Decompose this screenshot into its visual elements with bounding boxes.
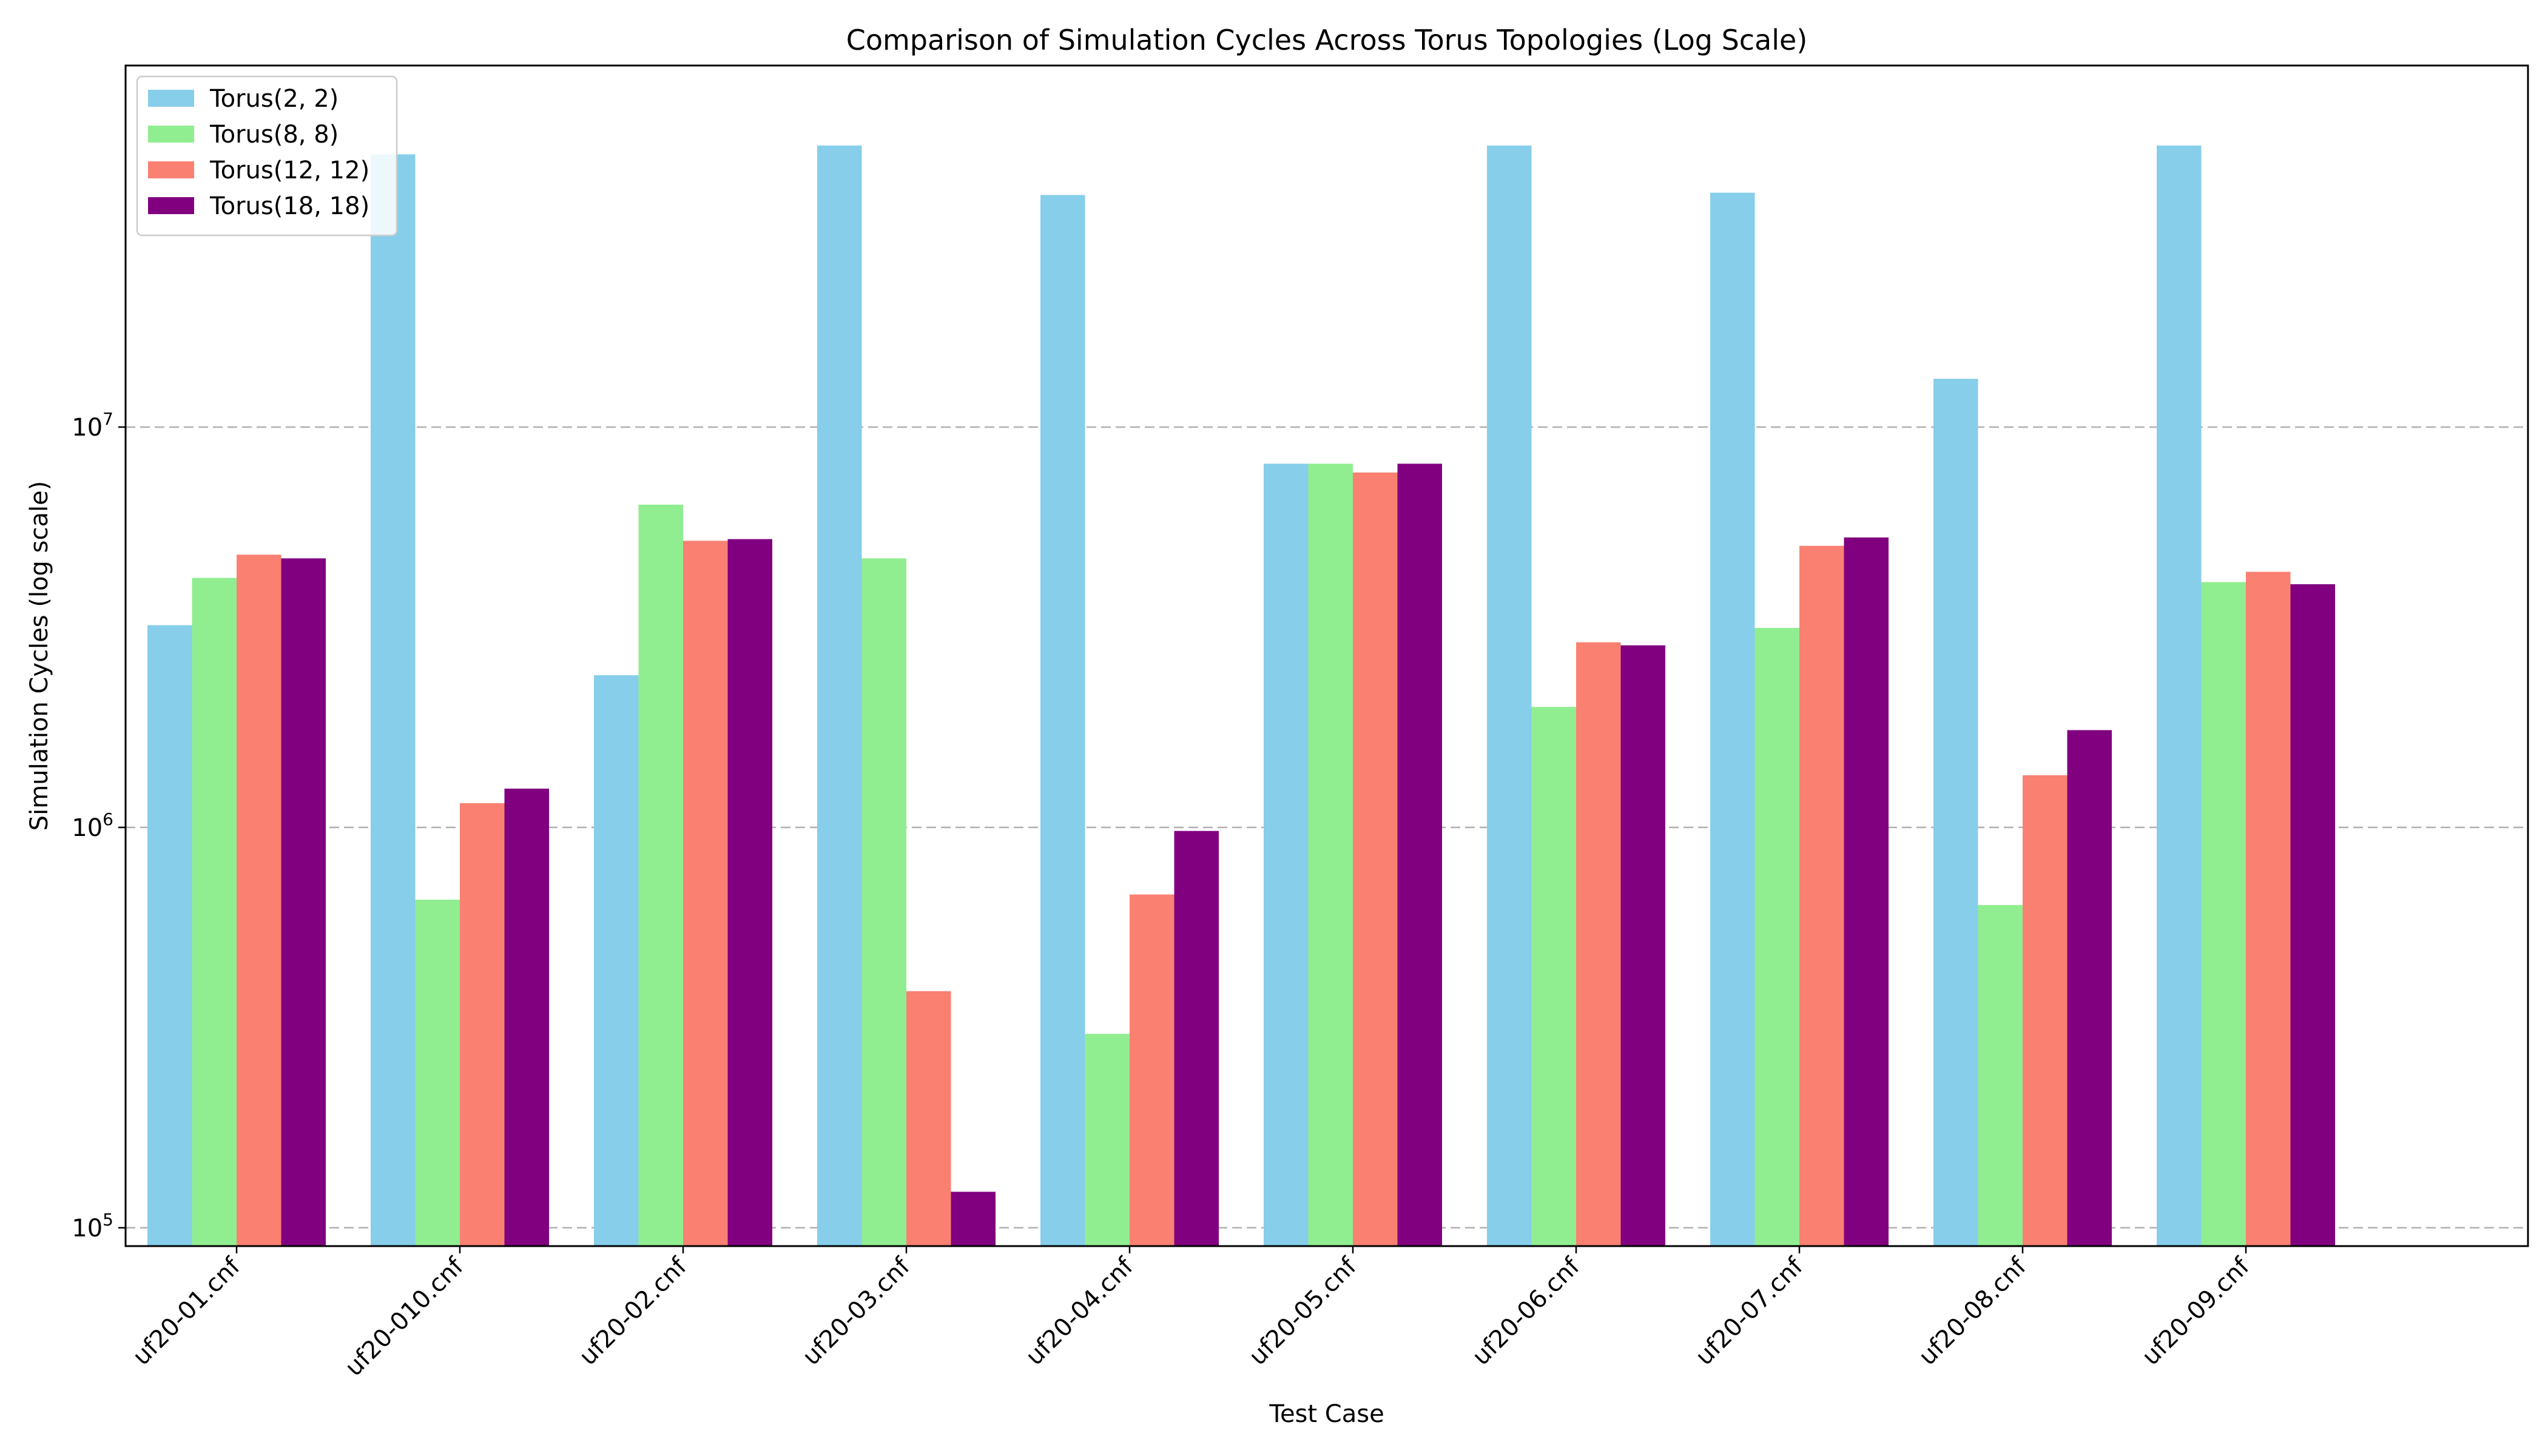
bar [147, 625, 192, 1246]
legend-swatch [148, 161, 194, 178]
legend-swatch [148, 197, 194, 214]
bar [727, 539, 772, 1247]
bar [1040, 195, 1085, 1247]
bar [638, 504, 683, 1246]
y-axis-label: Simulation Cycles (log scale) [25, 481, 53, 831]
x-tick-label: uf20-07.cnf [1690, 1252, 1809, 1371]
bar [906, 991, 951, 1246]
bar [504, 788, 549, 1246]
x-tick-label: uf20-02.cnf [574, 1252, 693, 1371]
bar [1264, 463, 1309, 1246]
bar [594, 675, 639, 1246]
y-tick-label: 105 [72, 1210, 113, 1242]
y-axis-ticks: 105 106 107 [72, 409, 126, 1242]
bar [683, 541, 728, 1246]
bar [2157, 145, 2202, 1247]
bar [1085, 1034, 1130, 1246]
bar [1487, 145, 1532, 1247]
x-tick-label: uf20-09.cnf [2137, 1252, 2256, 1371]
x-tick-label: uf20-010.cnf [340, 1252, 470, 1382]
bar [1353, 472, 1398, 1246]
x-tick-label: uf20-08.cnf [1913, 1252, 2032, 1371]
bar [460, 803, 505, 1246]
bar [951, 1191, 996, 1246]
bar [371, 154, 416, 1246]
y-tick-label: 106 [72, 809, 113, 842]
bar [415, 899, 460, 1246]
bar [1754, 628, 1799, 1246]
bar [2246, 571, 2291, 1246]
bar [1620, 645, 1665, 1246]
legend-label: Torus(2, 2) [209, 85, 339, 113]
bar [2067, 730, 2112, 1246]
bar [1397, 463, 1442, 1246]
bar [1130, 894, 1175, 1246]
y-tick-label: 107 [72, 409, 113, 442]
legend: Torus(2, 2) Torus(8, 8) Torus(12, 12) Torus… [136, 75, 398, 237]
x-tick-label: uf20-04.cnf [1020, 1252, 1139, 1371]
bar [2023, 775, 2068, 1246]
plot-frame [124, 64, 2529, 1247]
x-tick-label: uf20-06.cnf [1467, 1252, 1586, 1371]
bar [1576, 642, 1621, 1246]
legend-label: Torus(12, 12) [209, 157, 369, 184]
bar [2201, 582, 2246, 1246]
bar [1978, 905, 2023, 1246]
bar [1933, 379, 1978, 1246]
bars [147, 145, 2335, 1247]
x-tick-label: uf20-01.cnf [127, 1252, 246, 1371]
bar [1308, 463, 1353, 1246]
legend-box [136, 75, 398, 237]
bar [817, 145, 862, 1247]
x-axis-label: Test Case [1269, 1400, 1384, 1428]
legend-swatch [148, 126, 194, 143]
bar [1174, 831, 1219, 1246]
bar [1844, 537, 1889, 1246]
bar [861, 558, 906, 1246]
bar [1799, 545, 1844, 1246]
legend-label: Torus(18, 18) [209, 192, 369, 220]
bar [1531, 707, 1576, 1246]
chart-title: Comparison of Simulation Cycles Across T… [846, 24, 1808, 56]
x-axis-ticks: uf20-01.cnf uf20-010.cnf uf20-02.cnf uf20-0… [127, 1246, 2256, 1382]
bar [2290, 584, 2335, 1246]
legend-label: Torus(8, 8) [209, 121, 339, 149]
bar [192, 578, 237, 1246]
bar [1710, 192, 1755, 1247]
bar [281, 558, 326, 1246]
legend-swatch [148, 90, 194, 107]
bar [237, 554, 281, 1246]
x-tick-label: uf20-05.cnf [1244, 1252, 1363, 1371]
x-tick-label: uf20-03.cnf [797, 1252, 916, 1371]
